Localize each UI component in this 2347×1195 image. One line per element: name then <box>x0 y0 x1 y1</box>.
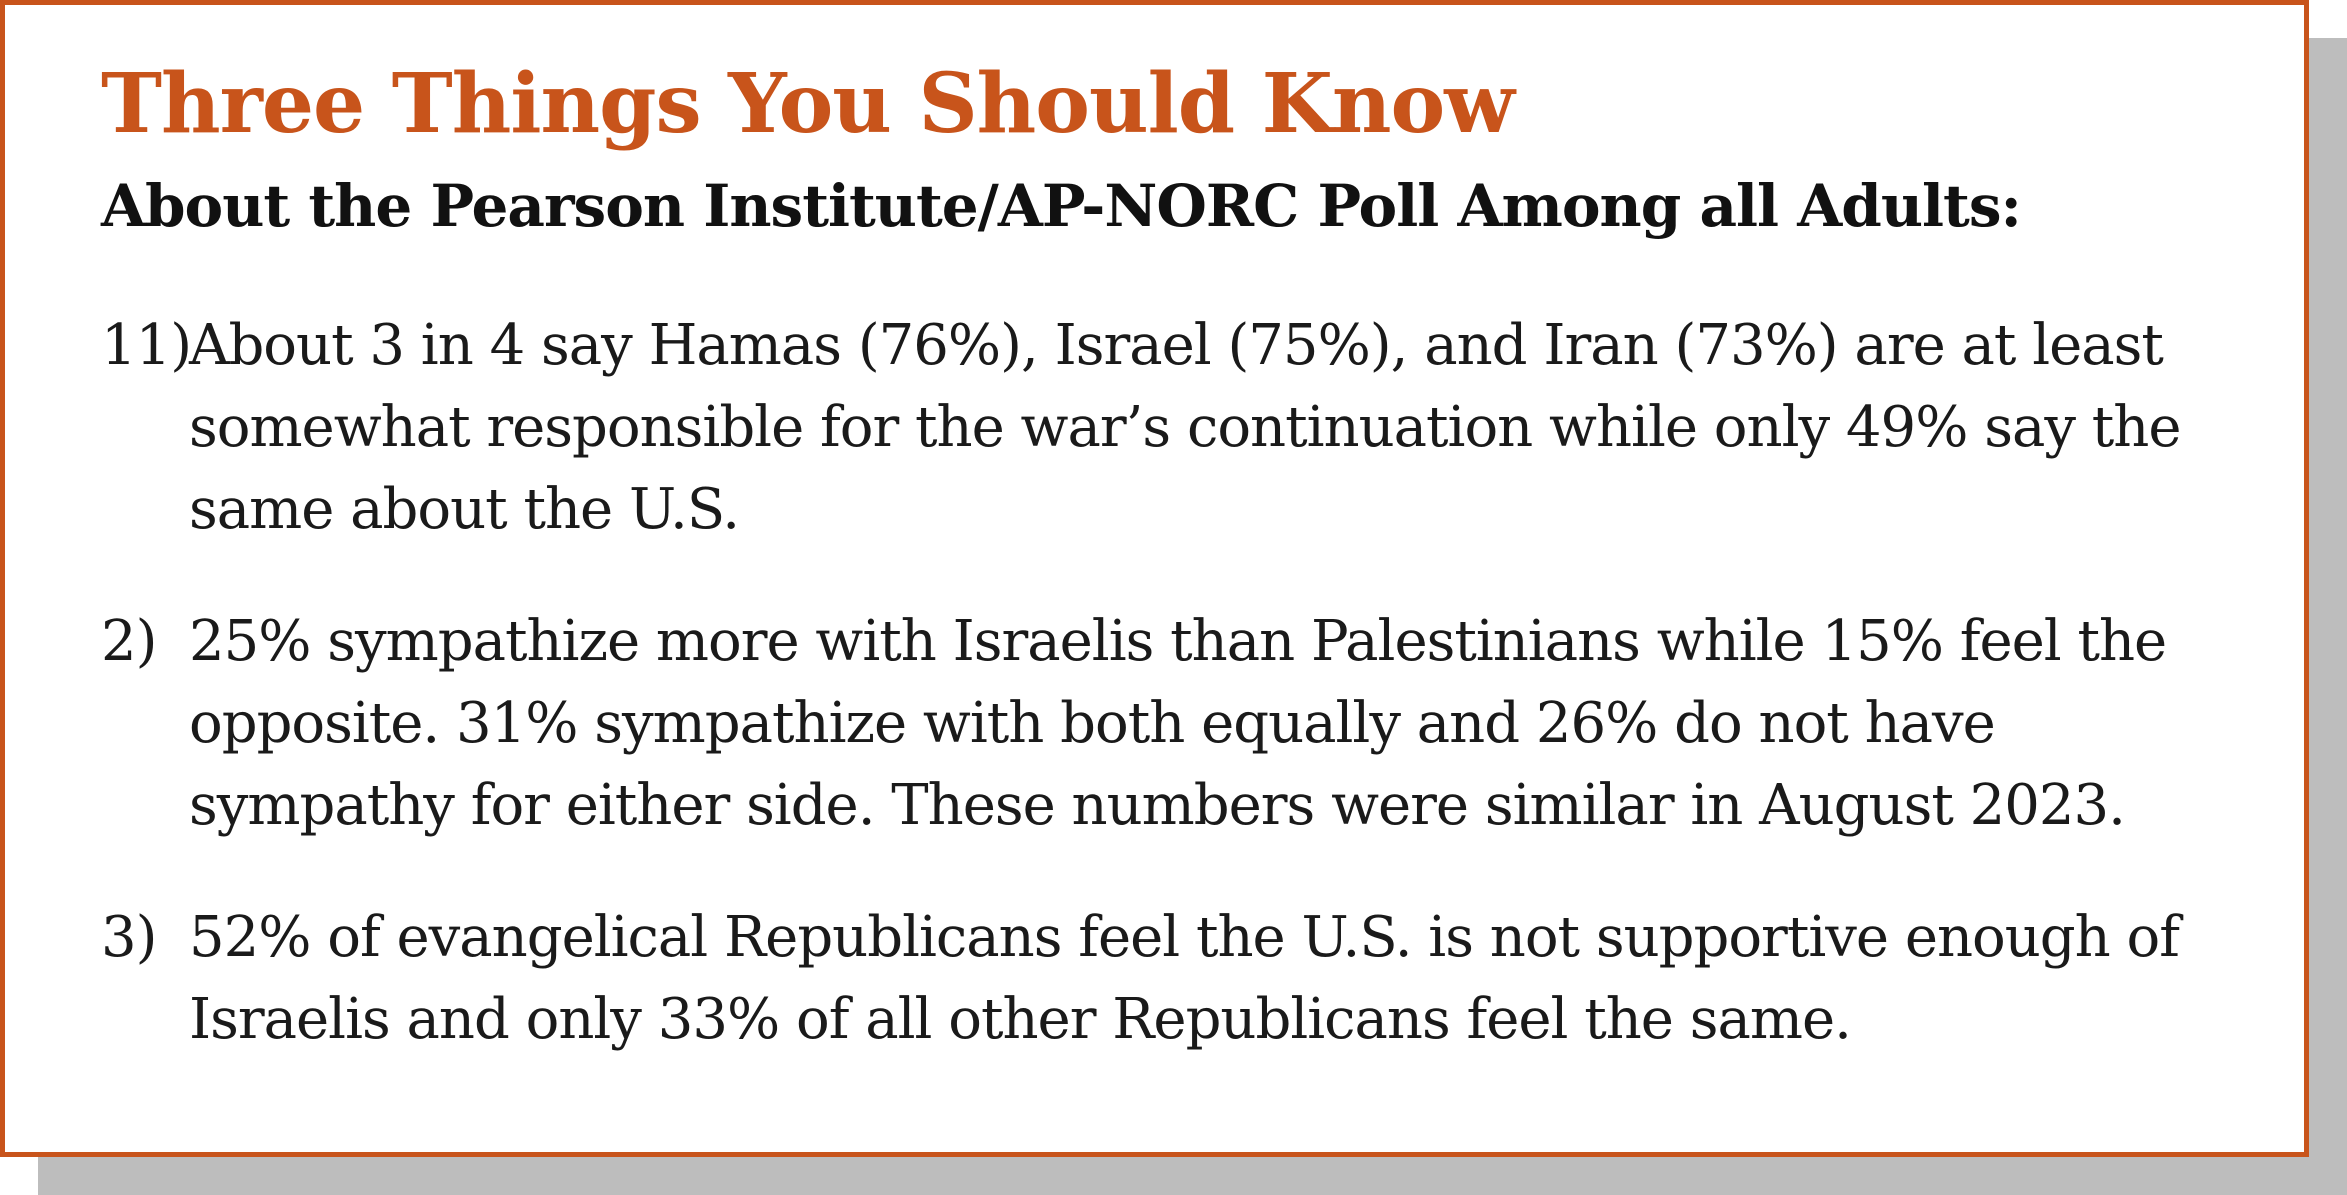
key-point-number: 2) <box>101 609 157 674</box>
key-point-text: 52% of evangelical Republicans feel the … <box>189 905 2180 1052</box>
card-subtitle: About the Pearson Institute/AP-NORC Poll… <box>101 172 2022 240</box>
key-point-text: 25% sympathize more with Israelis than P… <box>189 609 2167 838</box>
key-point-1: 11) About 3 in 4 say Hamas (76%), Israel… <box>101 305 2271 551</box>
key-point-number: 3) <box>101 905 157 970</box>
card-title: Three Things You Should Know <box>101 56 1515 152</box>
key-point-text: About 3 in 4 say Hamas (76%), Israel (75… <box>189 313 2181 542</box>
info-card: Three Things You Should Know About the P… <box>0 0 2309 1157</box>
key-point-3: 3) 52% of evangelical Republicans feel t… <box>101 897 2271 1061</box>
key-points-list: 11) About 3 in 4 say Hamas (76%), Israel… <box>101 305 2271 1111</box>
key-point-2: 2) 25% sympathize more with Israelis tha… <box>101 601 2271 847</box>
key-point-number: 11) <box>101 313 192 378</box>
